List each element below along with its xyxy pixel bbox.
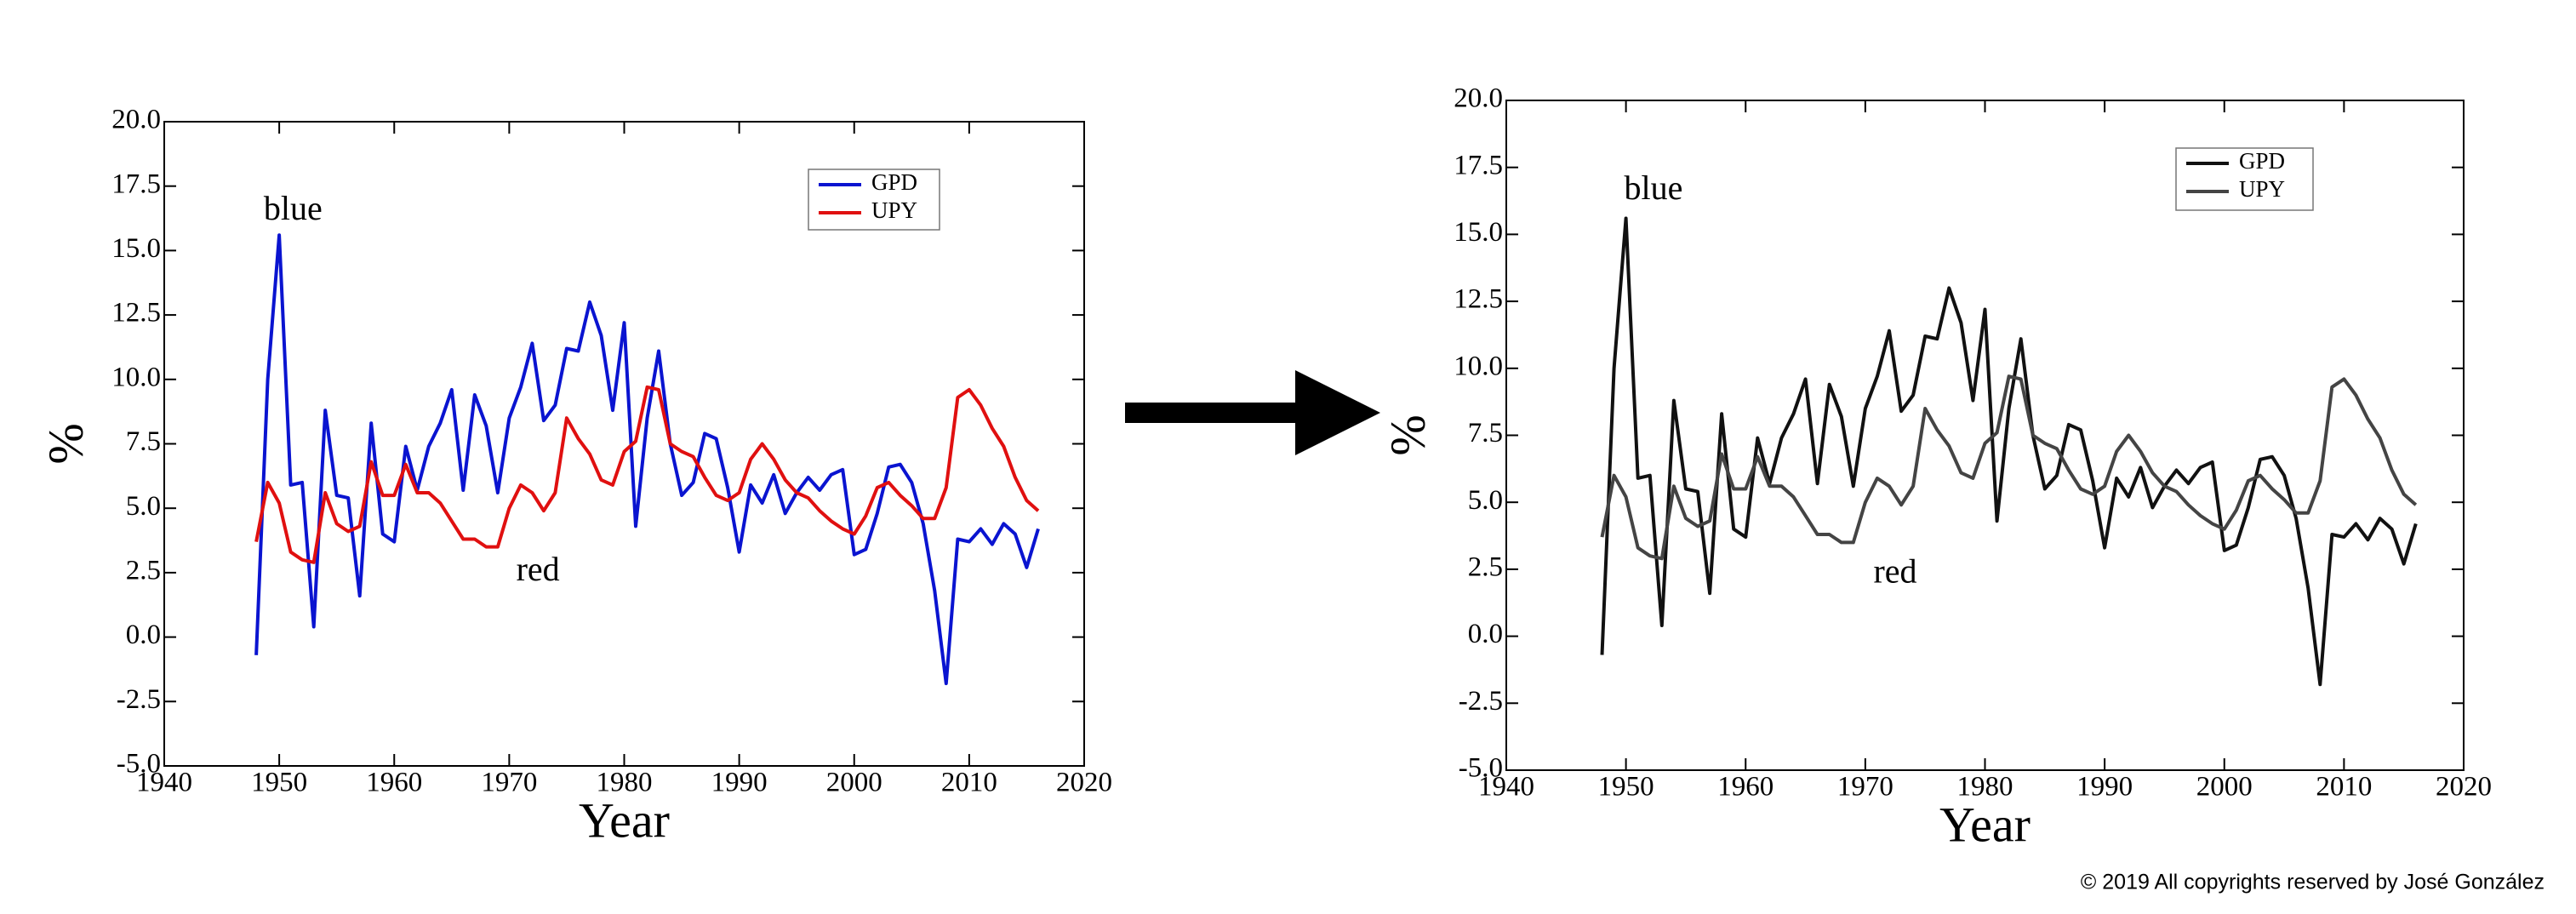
y-tick-label: 10.0	[111, 362, 161, 392]
x-tick-label: 1960	[1717, 772, 1773, 803]
y-tick-label: 5.0	[126, 491, 161, 522]
y-tick-label: 17.5	[1454, 150, 1503, 180]
arrow-shaft	[1125, 403, 1304, 423]
y-tick-label: 17.5	[111, 169, 161, 199]
annotation: blue	[264, 189, 323, 227]
y-axis-label: %	[37, 423, 93, 464]
x-tick-label: 2000	[826, 768, 882, 798]
series-line	[1600, 374, 2418, 561]
x-tick-label: 1950	[1598, 772, 1654, 803]
series-line	[254, 233, 1040, 686]
chart: -5.0 -2.5 0.0 2.5 5.0 7.5 10.0 12.5 15.0 17.5 20.0…	[37, 105, 1112, 848]
x-tick-label: 1970	[481, 768, 537, 798]
y-tick-label: 20.0	[1454, 83, 1503, 114]
y-tick-label: -5.0	[117, 749, 161, 780]
copyright: © 2019 All copyrights reserved by José G…	[2081, 871, 2545, 894]
legend-box	[2175, 147, 2314, 211]
y-tick-label: -2.5	[1459, 686, 1503, 717]
x-tick-label: 1990	[2076, 772, 2133, 803]
legend-label: GPD	[871, 169, 917, 195]
legend-box	[808, 169, 940, 231]
legend-label: GPD	[2239, 148, 2285, 174]
y-tick-label: 5.0	[1468, 485, 1503, 516]
x-tick-label: 2010	[2316, 772, 2372, 803]
y-tick-label: -2.5	[117, 684, 161, 715]
x-axis-label: Year	[579, 792, 670, 848]
y-tick-label: 2.5	[1468, 551, 1503, 582]
y-tick-label: 15.0	[1454, 217, 1503, 248]
y-tick-label: 7.5	[126, 426, 161, 457]
x-tick-label: 1940	[1478, 772, 1534, 803]
x-tick-label: 2020	[1056, 768, 1112, 798]
x-tick-label: 2000	[2196, 772, 2253, 803]
x-axis-label: Year	[1939, 797, 2031, 852]
y-axis-label: %	[1379, 414, 1435, 455]
y-tick-label: 12.5	[111, 298, 161, 328]
arrow-head	[1295, 370, 1380, 455]
chart: -5.0 -2.5 0.0 2.5 5.0 7.5 10.0 12.5 15.0 17.5 20.0…	[1379, 83, 2492, 853]
series-line	[254, 385, 1040, 564]
x-tick-label: 1940	[136, 768, 192, 798]
annotation: red	[1873, 551, 1916, 590]
y-tick-label: 12.5	[1454, 284, 1503, 315]
legend-label: UPY	[2239, 176, 2285, 202]
y-tick-label: 0.0	[126, 620, 161, 650]
x-tick-label: 1950	[251, 768, 307, 798]
y-tick-label: 10.0	[1454, 351, 1503, 381]
y-tick-label: 7.5	[1468, 418, 1503, 448]
x-tick-label: 2010	[941, 768, 997, 798]
series-line	[1600, 216, 2418, 687]
legend-label: UPY	[871, 197, 917, 223]
x-tick-label: 1970	[1837, 772, 1893, 803]
x-tick-label: 1990	[711, 768, 768, 798]
annotation: blue	[1625, 169, 1683, 207]
x-tick-label: 2020	[2436, 772, 2492, 803]
x-tick-label: 1980	[1957, 772, 2013, 803]
arrow	[1125, 370, 1380, 455]
y-tick-label: 2.5	[126, 555, 161, 586]
y-tick-label: 20.0	[111, 105, 161, 135]
y-tick-label: -5.0	[1459, 753, 1503, 784]
x-tick-label: 1980	[597, 768, 653, 798]
annotation: red	[517, 550, 560, 588]
y-tick-label: 15.0	[111, 233, 161, 264]
y-tick-label: 0.0	[1468, 619, 1503, 649]
x-tick-label: 1960	[366, 768, 422, 798]
